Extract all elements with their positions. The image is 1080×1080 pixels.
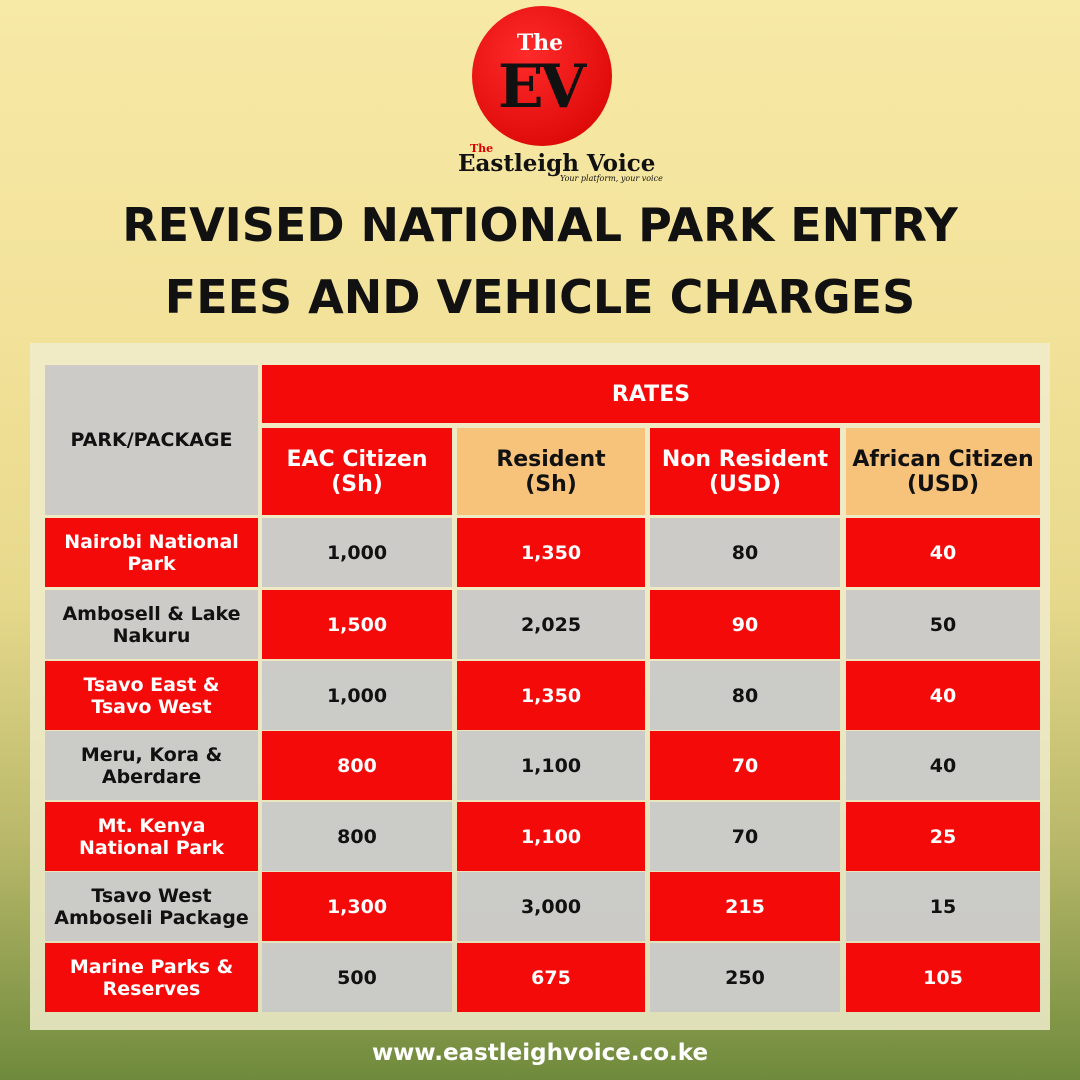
rate-value: 40 [929, 754, 957, 777]
rate-value: 40 [929, 541, 957, 564]
park-cell: Marine Parks & Reserves [45, 943, 258, 1012]
rate-cell: 1,000 [262, 518, 452, 587]
rate-value: 250 [725, 966, 765, 989]
rate-value: 1,350 [520, 541, 582, 564]
park-name: Tsavo West Amboseli Package [54, 884, 249, 929]
rate-cell: 1,500 [262, 590, 452, 659]
rate-cell: 800 [262, 731, 452, 800]
park-name: Mt. Kenya National Park [78, 814, 225, 859]
rate-value: 80 [731, 541, 759, 564]
rate-value: 1,100 [520, 825, 582, 848]
rate-cell: 70 [650, 802, 840, 871]
brand: Eastleigh Voice [458, 150, 656, 177]
title: FEES AND VEHICLE CHARGES [164, 270, 916, 324]
rate-cell: 1,300 [262, 872, 452, 941]
logo-circle [472, 6, 612, 146]
rate-cell: 800 [262, 802, 452, 871]
column-label: Resident [496, 446, 606, 472]
column-unit: (USD) [708, 471, 782, 497]
rate-cell: 40 [846, 518, 1040, 587]
rate-cell: 675 [457, 943, 645, 1012]
park-name: Meru, Kora & Aberdare [80, 743, 223, 788]
group-header: RATES [262, 365, 1040, 423]
group-label: RATES [611, 381, 691, 407]
rate-cell: 1,350 [457, 518, 645, 587]
park-cell: Ambosell & Lake Nakuru [45, 590, 258, 659]
park-cell: Nairobi National Park [45, 518, 258, 587]
logo-the: The [516, 30, 564, 56]
rate-cell: 70 [650, 731, 840, 800]
rate-value: 1,300 [326, 895, 388, 918]
rate-value: 500 [337, 966, 377, 989]
column-header: EAC Citizen (Sh) [262, 428, 452, 515]
rate-cell: 500 [262, 943, 452, 1012]
rate-value: 1,000 [326, 541, 388, 564]
column-unit: (Sh) [331, 471, 383, 497]
rate-value: 70 [731, 754, 759, 777]
park-name: Marine Parks & Reserves [69, 955, 234, 1000]
rate-value: 3,000 [520, 895, 582, 918]
rate-value: 80 [731, 684, 759, 707]
rate-value: 800 [337, 754, 377, 777]
column-unit: (Sh) [525, 471, 577, 497]
rate-value: 2,025 [520, 613, 582, 636]
rate-cell: 50 [846, 590, 1040, 659]
park-cell: Mt. Kenya National Park [45, 802, 258, 871]
rate-cell: 25 [846, 802, 1040, 871]
park-cell: Meru, Kora & Aberdare [45, 731, 258, 800]
park-name: Tsavo East & Tsavo West [83, 673, 220, 718]
rate-value: 105 [923, 966, 963, 989]
rate-value: 40 [929, 684, 957, 707]
park-cell: Tsavo East & Tsavo West [45, 661, 258, 730]
park-name: Ambosell & Lake Nakuru [62, 602, 241, 647]
rate-value: 1,500 [326, 613, 388, 636]
rate-cell: 1,000 [262, 661, 452, 730]
column-label: EAC Citizen [286, 446, 428, 472]
column-header: African Citizen (USD) [846, 428, 1040, 515]
rate-cell: 215 [650, 872, 840, 941]
logo-mark: EV [497, 52, 586, 122]
column-label: African Citizen [852, 446, 1034, 472]
corner-cell: PARK/PACKAGE [45, 365, 258, 515]
rate-value: 70 [731, 825, 759, 848]
column-unit: (USD) [906, 471, 980, 497]
rate-cell: 3,000 [457, 872, 645, 941]
brand-the: The [470, 142, 494, 155]
tagline: Your platform, your voice [560, 174, 663, 183]
rate-value: 800 [337, 825, 377, 848]
column-label: Non Resident [661, 446, 829, 472]
rate-cell: 40 [846, 661, 1040, 730]
rate-value: 1,350 [520, 684, 582, 707]
rate-value: 15 [929, 895, 957, 918]
rate-value: 215 [725, 895, 765, 918]
rate-cell: 250 [650, 943, 840, 1012]
rate-cell: 15 [846, 872, 1040, 941]
rate-cell: 80 [650, 518, 840, 587]
rate-cell: 1,350 [457, 661, 645, 730]
corner-label: PARK/PACKAGE [70, 429, 233, 451]
rate-value: 1,000 [326, 684, 388, 707]
rate-cell: 1,100 [457, 731, 645, 800]
rate-cell: 90 [650, 590, 840, 659]
column-header: Resident (Sh) [457, 428, 645, 515]
park-name: Nairobi National Park [64, 530, 239, 575]
column-header: Non Resident (USD) [650, 428, 840, 515]
rate-value: 90 [731, 613, 759, 636]
footer-url: www.eastleighvoice.co.ke [371, 1040, 709, 1066]
rate-value: 675 [531, 966, 571, 989]
rate-cell: 80 [650, 661, 840, 730]
rate-value: 50 [929, 613, 957, 636]
rate-cell: 2,025 [457, 590, 645, 659]
rate-cell: 105 [846, 943, 1040, 1012]
rate-cell: 1,100 [457, 802, 645, 871]
title: REVISED NATIONAL PARK ENTRY [122, 198, 958, 252]
rate-value: 25 [929, 825, 957, 848]
rate-value: 1,100 [520, 754, 582, 777]
rate-cell: 40 [846, 731, 1040, 800]
park-cell: Tsavo West Amboseli Package [45, 872, 258, 941]
